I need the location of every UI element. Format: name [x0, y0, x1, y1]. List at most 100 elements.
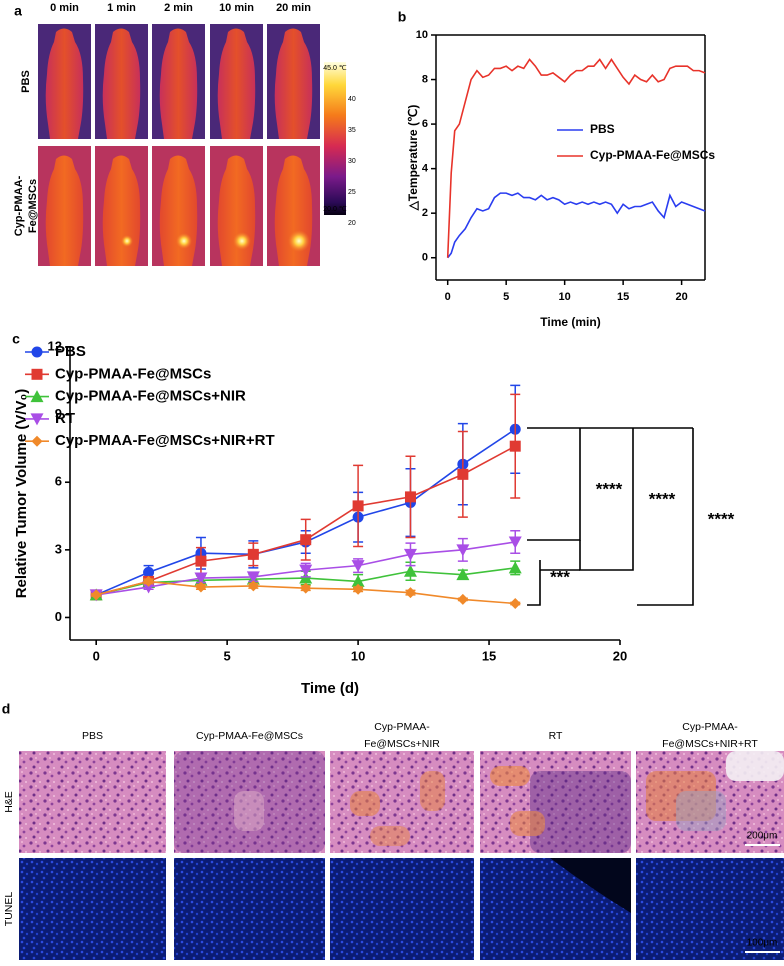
- x-tick-label: 15: [617, 291, 629, 303]
- significance-brackets: [527, 427, 694, 606]
- stain-region: [490, 766, 530, 786]
- y-tick-label: 6: [422, 118, 428, 130]
- marker: [300, 534, 312, 546]
- stain-region: [676, 791, 726, 831]
- column-label: RT: [549, 730, 563, 742]
- legend-marker: [31, 346, 43, 358]
- legend-marker: [30, 390, 44, 403]
- y-axis-label: Relative Tumor Volume (V/V₀): [13, 389, 30, 599]
- stain-background: [19, 751, 166, 853]
- stain-background: [330, 858, 474, 960]
- thermal-image: [95, 146, 148, 266]
- series-line: [446, 58, 706, 258]
- colorbar-tick-label: 30: [348, 158, 356, 165]
- colorbar: [324, 62, 346, 215]
- column-label: 20 min: [276, 2, 311, 14]
- row-label: H&E: [3, 791, 15, 813]
- colorbar-tick-label: 20: [348, 220, 356, 227]
- marker: [508, 561, 522, 574]
- stain-region: [726, 751, 784, 781]
- stain-region: [370, 826, 410, 846]
- marker: [404, 491, 416, 503]
- y-tick-label: 0: [55, 609, 62, 624]
- x-tick-label: 0: [445, 291, 451, 303]
- legend-label: Cyp-PMAA-Fe@MSCs: [590, 148, 715, 162]
- x-axis-label: Time (d): [301, 680, 359, 697]
- bracket: [579, 428, 634, 571]
- legend-label: RT: [55, 410, 75, 427]
- column-label: PBS: [82, 730, 103, 742]
- colorbar-min-label: 20.0 ℃: [323, 206, 347, 213]
- colorbar-tick-label: 35: [348, 127, 356, 134]
- marker: [246, 571, 260, 584]
- thermal-image: [210, 146, 263, 266]
- marker: [509, 440, 521, 452]
- x-tick-label: 10: [559, 291, 571, 303]
- marker: [457, 593, 469, 605]
- marker: [143, 566, 155, 578]
- legend-label: Cyp-PMAA-Fe@MSCs+NIR+RT: [55, 432, 275, 449]
- panel-label: a: [14, 3, 22, 19]
- colorbar-tick-label: 25: [348, 189, 356, 196]
- stain-background: [19, 858, 166, 960]
- y-tick-label: 0: [422, 252, 428, 264]
- significance-label: ****: [708, 509, 735, 528]
- histology-image: [330, 751, 474, 853]
- row-label: Fe@MSCs: [27, 179, 39, 233]
- histology-image: [480, 858, 631, 960]
- y-tick-label: 2: [422, 207, 428, 219]
- thermal-image: [152, 146, 205, 266]
- hot-spot: [233, 232, 251, 250]
- marker: [403, 548, 417, 561]
- bracket: [527, 560, 580, 606]
- y-tick-label: 9: [55, 406, 62, 421]
- thermal-image: [267, 24, 320, 139]
- legend-marker: [31, 435, 43, 447]
- thermal-image: [38, 24, 91, 139]
- bracket: [637, 428, 694, 606]
- panel-label: d: [2, 701, 11, 717]
- marker: [352, 500, 364, 512]
- marker: [351, 560, 365, 573]
- column-label: Cyp-PMAA-Fe@MSCs: [196, 730, 303, 742]
- stain-region: [234, 791, 264, 831]
- x-axis-label: Time (min): [540, 315, 600, 329]
- y-tick-label: 3: [55, 541, 62, 556]
- significance-label: ****: [649, 489, 676, 508]
- marker: [456, 544, 470, 557]
- y-tick-label: 4: [422, 163, 429, 175]
- thermal-image: [210, 24, 263, 139]
- column-label: 2 min: [164, 2, 193, 14]
- marker: [351, 574, 365, 587]
- x-tick-label: 5: [224, 648, 231, 663]
- stain-background: [636, 858, 784, 960]
- column-label: Fe@MSCs+NIR: [364, 738, 440, 750]
- marker: [300, 582, 312, 594]
- y-tick-label: 8: [422, 73, 428, 85]
- marker: [508, 536, 522, 549]
- y-tick-label: 12: [48, 338, 62, 353]
- y-axis-label: △Temperature (℃): [406, 105, 420, 212]
- thermal-image: [152, 24, 205, 139]
- thermal-image: [95, 24, 148, 139]
- x-tick-label: 20: [613, 648, 627, 663]
- marker: [299, 564, 313, 577]
- panel-label: b: [398, 9, 407, 25]
- significance-label: ***: [550, 567, 570, 586]
- legend-label: PBS: [590, 122, 615, 136]
- histology-image: [19, 751, 166, 853]
- significance-label: ****: [596, 479, 623, 498]
- row-label: Cyp-PMAA-: [13, 175, 25, 236]
- dark-region: [550, 858, 631, 913]
- column-label: 1 min: [107, 2, 136, 14]
- marker: [457, 468, 469, 480]
- y-tick-label: 6: [55, 474, 62, 489]
- marker: [509, 597, 521, 609]
- stain-region: [420, 771, 445, 811]
- panel-label: c: [12, 331, 20, 347]
- marker: [352, 583, 364, 595]
- colorbar-tick-label: 40: [348, 96, 356, 103]
- stain-region: [510, 811, 545, 836]
- scale-bar-label: 100μm: [747, 938, 778, 949]
